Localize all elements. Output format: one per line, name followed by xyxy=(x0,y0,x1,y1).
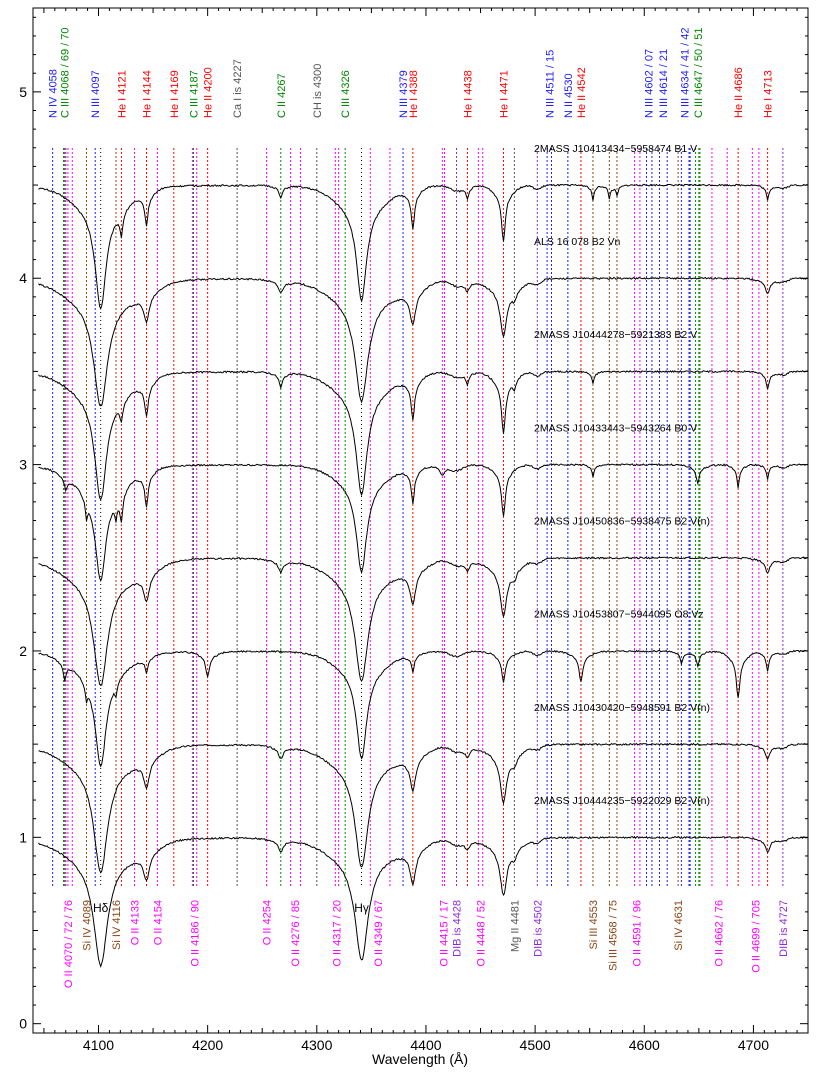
bottom-label-dib-is-4727: DIB is 4727 xyxy=(778,900,790,957)
star-label: 2MASS J10444278−5921383 B2 V xyxy=(534,329,697,341)
y-tick-label-4: 4 xyxy=(19,270,27,286)
top-label-he-i-4169: He I 4169 xyxy=(169,70,181,118)
top-label-n-iii-4602-07: N III 4602 / 07 xyxy=(644,49,656,118)
y-tick-label-2: 2 xyxy=(19,643,27,659)
top-label-ca-i-is-4227: Ca I is 4227 xyxy=(232,59,244,118)
bottom-label-mg-ii-4481: Mg II 4481 xyxy=(509,900,521,952)
x-tick-label-4500: 4500 xyxy=(520,1037,551,1053)
bottom-label-o-ii-4276-85: O II 4276 / 85 xyxy=(290,900,302,967)
bottom-label-si-iv-4631: Si IV 4631 xyxy=(673,900,685,951)
y-tick-label-5: 5 xyxy=(19,84,27,100)
top-label-he-i-4471: He I 4471 xyxy=(498,70,510,118)
x-tick-label-4400: 4400 xyxy=(410,1037,441,1053)
x-tick-label-4700: 4700 xyxy=(738,1037,769,1053)
top-label-he-i-4713: He I 4713 xyxy=(763,70,775,118)
top-label-n-ii-4530: N II 4530 xyxy=(563,73,575,118)
top-line-labels: N IV 4058 C III 4068 / 69 / 70 N III 4097 H… xyxy=(48,27,775,118)
top-label-ch-is-4300: CH is 4300 xyxy=(312,64,324,118)
top-label-n-iii-4097: N III 4097 xyxy=(90,70,102,118)
spectra-group xyxy=(38,183,809,968)
bottom-label-o-ii-4349-67: O II 4349 / 67 xyxy=(373,900,385,967)
axes: 4100 4200 4300 4400 4500 4600 4700 0 1 2 3 4 5 xyxy=(19,8,809,1053)
spectrum-line xyxy=(38,369,809,501)
bottom-label-si-iii-4553: Si III 4553 xyxy=(588,900,600,950)
bottom-label-si-iv-4116: Si IV 4116 xyxy=(111,900,123,950)
x-tick-label-4300: 4300 xyxy=(301,1037,332,1053)
top-label-n-iii-4614-21: N III 4614 / 21 xyxy=(658,49,670,118)
top-label-he-ii-4686: He II 4686 xyxy=(733,67,745,118)
bottom-label-o-ii-4186-90: O II 4186 / 90 xyxy=(190,900,202,967)
bottom-label-h: Hγ xyxy=(354,901,369,915)
bottom-label-h: Hδ xyxy=(93,901,109,915)
star-label: 2MASS J10453807−5944095 O8 Vz xyxy=(534,609,704,621)
bottom-line-labels: O II 4070 / 72 / 76 Si IV 4089 Hδ Si IV 411… xyxy=(63,900,790,988)
top-label-he-ii-4542: He II 4542 xyxy=(576,67,588,118)
spectrum-line xyxy=(38,835,809,968)
bottom-label-dib-is-4428: DIB is 4428 xyxy=(452,900,464,957)
top-label-c-iii-4068-69-70: C III 4068 / 69 / 70 xyxy=(60,27,72,118)
star-label: ALS 16 078 B2 Vn xyxy=(534,236,621,248)
top-label-he-i-4144: He I 4144 xyxy=(142,70,154,118)
bottom-label-o-ii-4133: O II 4133 xyxy=(130,900,142,945)
spectrum-line xyxy=(38,556,809,686)
top-label-c-iii-4187: C III 4187 xyxy=(188,70,200,118)
bottom-label-o-ii-4154: O II 4154 xyxy=(152,900,164,945)
top-label-n-iii-4634-41-42: N III 4634 / 41 / 42 xyxy=(680,27,692,118)
top-label-c-ii-4267: C II 4267 xyxy=(276,73,288,118)
bottom-label-o-ii-4591-96: O II 4591 / 96 xyxy=(632,900,644,967)
y-tick-label-1: 1 xyxy=(19,829,27,845)
star-label: 2MASS J10433443−5943264 B0 V xyxy=(534,422,697,434)
bottom-label-o-ii-4070-72-76: O II 4070 / 72 / 76 xyxy=(63,900,75,988)
y-tick-label-0: 0 xyxy=(19,1016,27,1032)
spectrum-line xyxy=(38,463,809,583)
star-label: 2MASS J10450836−5938475 B2 V(n) xyxy=(534,516,710,528)
spectrum-line xyxy=(38,183,808,310)
top-label-c-iii-4326: C III 4326 xyxy=(340,70,352,118)
bottom-label-o-ii-4317-20: O II 4317 / 20 xyxy=(331,900,343,967)
star-label: 2MASS J10413434−5958474 B1 V xyxy=(534,143,697,155)
top-label-he-i-4438: He I 4438 xyxy=(462,70,474,118)
bottom-label-o-ii-4662-76: O II 4662 / 76 xyxy=(713,900,725,967)
bottom-label-o-ii-4415-17: O II 4415 / 17 xyxy=(438,900,450,967)
x-tick-label-4100: 4100 xyxy=(83,1037,114,1053)
top-label-he-i-4388: He I 4388 xyxy=(408,70,420,118)
star-label: 2MASS J10444235−5922029 B2 V(n) xyxy=(534,795,710,807)
top-label-n-iv-4058: N IV 4058 xyxy=(48,69,60,118)
y-tick-label-3: 3 xyxy=(19,457,27,473)
x-axis-label: Wavelength (Å) xyxy=(372,1051,468,1067)
spectrum-line xyxy=(38,742,809,874)
top-label-he-ii-4200: He II 4200 xyxy=(203,67,215,118)
star-label: 2MASS J10430420−5948591 B2 V(n) xyxy=(534,702,710,714)
top-label-c-iii-4647-50-51: C III 4647 / 50 / 51 xyxy=(693,27,705,118)
top-label-he-i-4121: He I 4121 xyxy=(116,70,128,118)
top-label-n-iii-4379: N III 4379 xyxy=(398,70,410,118)
x-tick-label-4600: 4600 xyxy=(629,1037,660,1053)
star-labels: 2MASS J10413434−5958474 B1 V ALS 16 078 B… xyxy=(534,143,710,807)
spectrum-line xyxy=(38,649,809,768)
bottom-label-dib-is-4502: DIB is 4502 xyxy=(532,900,544,957)
bottom-label-o-ii-4448-52: O II 4448 / 52 xyxy=(476,900,488,967)
bottom-label-si-iii-4568-75: Si III 4568 / 75 xyxy=(608,900,620,971)
bottom-label-o-ii-4254: O II 4254 xyxy=(262,900,274,945)
spectrum-line xyxy=(38,276,809,407)
x-tick-label-4200: 4200 xyxy=(192,1037,223,1053)
bottom-label-o-ii-4699-705: O II 4699 / 705 xyxy=(751,900,763,973)
top-label-n-iii-4511-15: N III 4511 / 15 xyxy=(544,50,556,118)
bottom-label-si-iv-4089: Si IV 4089 xyxy=(81,900,93,951)
